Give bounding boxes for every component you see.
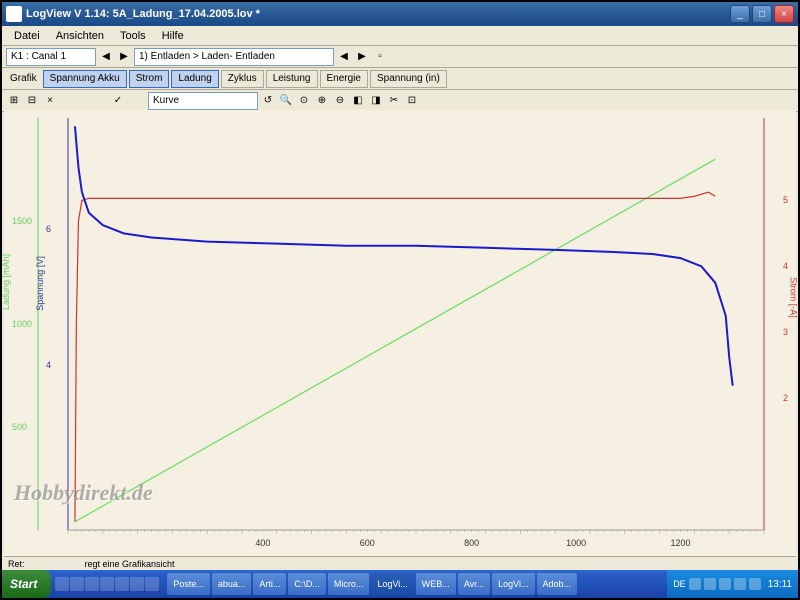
menu-datei[interactable]: Datei: [6, 28, 48, 44]
nav2-next-icon[interactable]: ▶: [354, 49, 370, 65]
task-button[interactable]: Micro...: [328, 573, 370, 595]
ql-icon[interactable]: [145, 577, 159, 591]
menu-tools[interactable]: Tools: [112, 28, 154, 44]
lang-indicator[interactable]: DE: [673, 579, 686, 589]
nav-next-icon[interactable]: ▶: [116, 49, 132, 65]
tool-icon[interactable]: ↺: [260, 93, 276, 109]
btn-ladung[interactable]: Ladung: [171, 70, 218, 88]
grafik-label: Grafik: [6, 73, 41, 84]
tool-icon[interactable]: ⊟: [24, 93, 40, 109]
watermark: Hobbydirekt.de: [14, 480, 153, 506]
tool-icon[interactable]: ⊕: [314, 93, 330, 109]
menubar: Datei Ansichten Tools Hilfe: [2, 26, 798, 46]
ql-icon[interactable]: [115, 577, 129, 591]
tray-icon[interactable]: [689, 578, 701, 590]
task-button[interactable]: Poste...: [167, 573, 210, 595]
tool-icon[interactable]: ⊡: [404, 93, 420, 109]
ql-icon[interactable]: [85, 577, 99, 591]
menu-ansichten[interactable]: Ansichten: [48, 28, 112, 44]
curve-combo[interactable]: Kurve: [148, 92, 258, 110]
tray-icon[interactable]: [734, 578, 746, 590]
btn-spannung-akku[interactable]: Spannung Akku: [43, 70, 127, 88]
titlebar[interactable]: LogView V 1.14: 5A_Ladung_17.04.2005.lov…: [2, 2, 798, 26]
ql-icon[interactable]: [70, 577, 84, 591]
toolbar-channel: K1 : Canal 1 ◀ ▶ 1) Entladen > Laden- En…: [2, 46, 798, 68]
app-window: LogView V 1.14: 5A_Ladung_17.04.2005.lov…: [0, 0, 800, 600]
btn-leistung[interactable]: Leistung: [266, 70, 318, 88]
tray-icon[interactable]: [749, 578, 761, 590]
task-button[interactable]: abua...: [212, 573, 252, 595]
channel-combo[interactable]: K1 : Canal 1: [6, 48, 96, 66]
clock[interactable]: 13:11: [768, 579, 792, 590]
taskbar-tasks: Poste...abua...Arti...C:\D...Micro...Log…: [167, 573, 663, 595]
chart-area[interactable]: Ladung [mAh] Spannung [V] Strom [-A] 500…: [4, 110, 796, 556]
nav2-prev-icon[interactable]: ◀: [336, 49, 352, 65]
tool-zoom-icon[interactable]: 🔍: [278, 93, 294, 109]
btn-strom[interactable]: Strom: [129, 70, 170, 88]
ql-icon[interactable]: [130, 577, 144, 591]
close-button[interactable]: ×: [774, 5, 794, 23]
toolbar-tools: ⊞ ⊟ × ✓ Kurve ↺ 🔍 ⊙ ⊕ ⊖ ◧ ◨ ✂ ⊡: [2, 90, 798, 112]
y-axis-strom-label: Strom [-A]: [789, 277, 799, 318]
tray-icon[interactable]: [704, 578, 716, 590]
task-button[interactable]: Avr...: [458, 573, 490, 595]
tool-icon[interactable]: ⊖: [332, 93, 348, 109]
y-axis-ladung-label: Ladung [mAh]: [1, 254, 11, 310]
system-tray: DE 13:11: [667, 570, 798, 598]
tool-x-icon[interactable]: ×: [42, 93, 58, 109]
toolbar-series: Grafik Spannung Akku Strom Ladung Zyklus…: [2, 68, 798, 90]
btn-energie[interactable]: Energie: [320, 70, 368, 88]
ql-icon[interactable]: [55, 577, 69, 591]
y-axis-spannung-label: Spannung [V]: [35, 256, 45, 311]
nav-prev-icon[interactable]: ◀: [98, 49, 114, 65]
task-button[interactable]: Adob...: [537, 573, 578, 595]
minimize-button[interactable]: _: [730, 5, 750, 23]
start-button[interactable]: Start: [2, 570, 51, 598]
task-button[interactable]: C:\D...: [288, 573, 326, 595]
tool-icon[interactable]: ⊞: [6, 93, 22, 109]
tool-check-icon[interactable]: ✓: [110, 93, 126, 109]
tray-icon[interactable]: [719, 578, 731, 590]
task-button[interactable]: LogVi...: [371, 573, 413, 595]
menu-hilfe[interactable]: Hilfe: [154, 28, 192, 44]
tool-icon[interactable]: ◨: [368, 93, 384, 109]
quick-launch: [55, 577, 159, 591]
task-button[interactable]: LogVi...: [492, 573, 534, 595]
ql-icon[interactable]: [100, 577, 114, 591]
status-text: Ret:: [8, 559, 25, 569]
maximize-button[interactable]: □: [752, 5, 772, 23]
tool-icon[interactable]: ⊙: [296, 93, 312, 109]
statusbar: Ret: regt eine Grafikansicht: [4, 556, 796, 570]
window-title: LogView V 1.14: 5A_Ladung_17.04.2005.lov…: [26, 8, 730, 20]
tool-icon[interactable]: ✂: [386, 93, 402, 109]
task-button[interactable]: Arti...: [253, 573, 286, 595]
task-button[interactable]: WEB...: [416, 573, 456, 595]
mode-combo[interactable]: 1) Entladen > Laden- Entladen: [134, 48, 334, 66]
status-text2: regt eine Grafikansicht: [85, 559, 175, 569]
doc-icon[interactable]: ▫: [372, 49, 388, 65]
app-icon: [6, 6, 22, 22]
btn-spannung-in[interactable]: Spannung (in): [370, 70, 447, 88]
taskbar: Start Poste...abua...Arti...C:\D...Micro…: [2, 570, 798, 598]
tool-icon[interactable]: ◧: [350, 93, 366, 109]
btn-zyklus[interactable]: Zyklus: [221, 70, 264, 88]
